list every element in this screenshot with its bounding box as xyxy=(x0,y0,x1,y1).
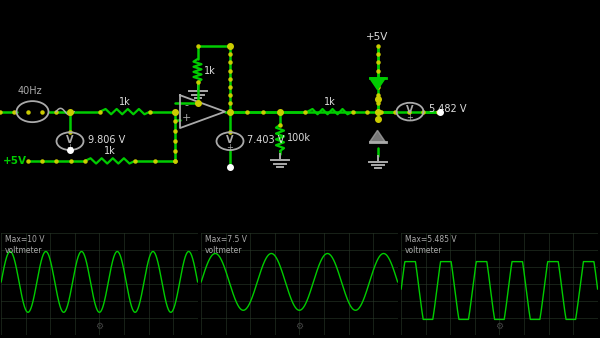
Text: V: V xyxy=(226,135,234,145)
Text: voltmeter: voltmeter xyxy=(5,246,43,256)
Text: 1k: 1k xyxy=(104,146,116,156)
Text: +: + xyxy=(67,143,73,152)
Text: voltmeter: voltmeter xyxy=(205,246,242,256)
Text: ⚙: ⚙ xyxy=(295,321,304,331)
Text: 1k: 1k xyxy=(119,97,131,107)
Text: 5.482 V: 5.482 V xyxy=(429,104,467,114)
Text: 7.403 V: 7.403 V xyxy=(247,135,285,145)
Text: 100k: 100k xyxy=(287,133,311,143)
Text: +5V: +5V xyxy=(367,32,389,42)
Text: Max=10 V: Max=10 V xyxy=(5,235,44,244)
Text: 1k: 1k xyxy=(203,66,215,76)
Text: V: V xyxy=(406,105,414,115)
Text: +: + xyxy=(181,113,191,123)
Text: V: V xyxy=(66,135,74,145)
Polygon shape xyxy=(370,78,386,90)
Text: 40Hz: 40Hz xyxy=(17,86,43,96)
Text: voltmeter: voltmeter xyxy=(405,246,443,256)
Text: 1k: 1k xyxy=(324,97,336,107)
Text: 9.806 V: 9.806 V xyxy=(88,135,125,145)
Text: ⚙: ⚙ xyxy=(496,321,503,331)
Text: +: + xyxy=(407,113,413,122)
Text: Max=5.485 V: Max=5.485 V xyxy=(405,235,457,244)
Polygon shape xyxy=(370,130,386,142)
Text: +: + xyxy=(227,143,233,152)
Text: Max=7.5 V: Max=7.5 V xyxy=(205,235,247,244)
Text: -: - xyxy=(184,100,188,110)
Text: +5V: +5V xyxy=(2,156,26,166)
Text: ⚙: ⚙ xyxy=(95,321,103,331)
